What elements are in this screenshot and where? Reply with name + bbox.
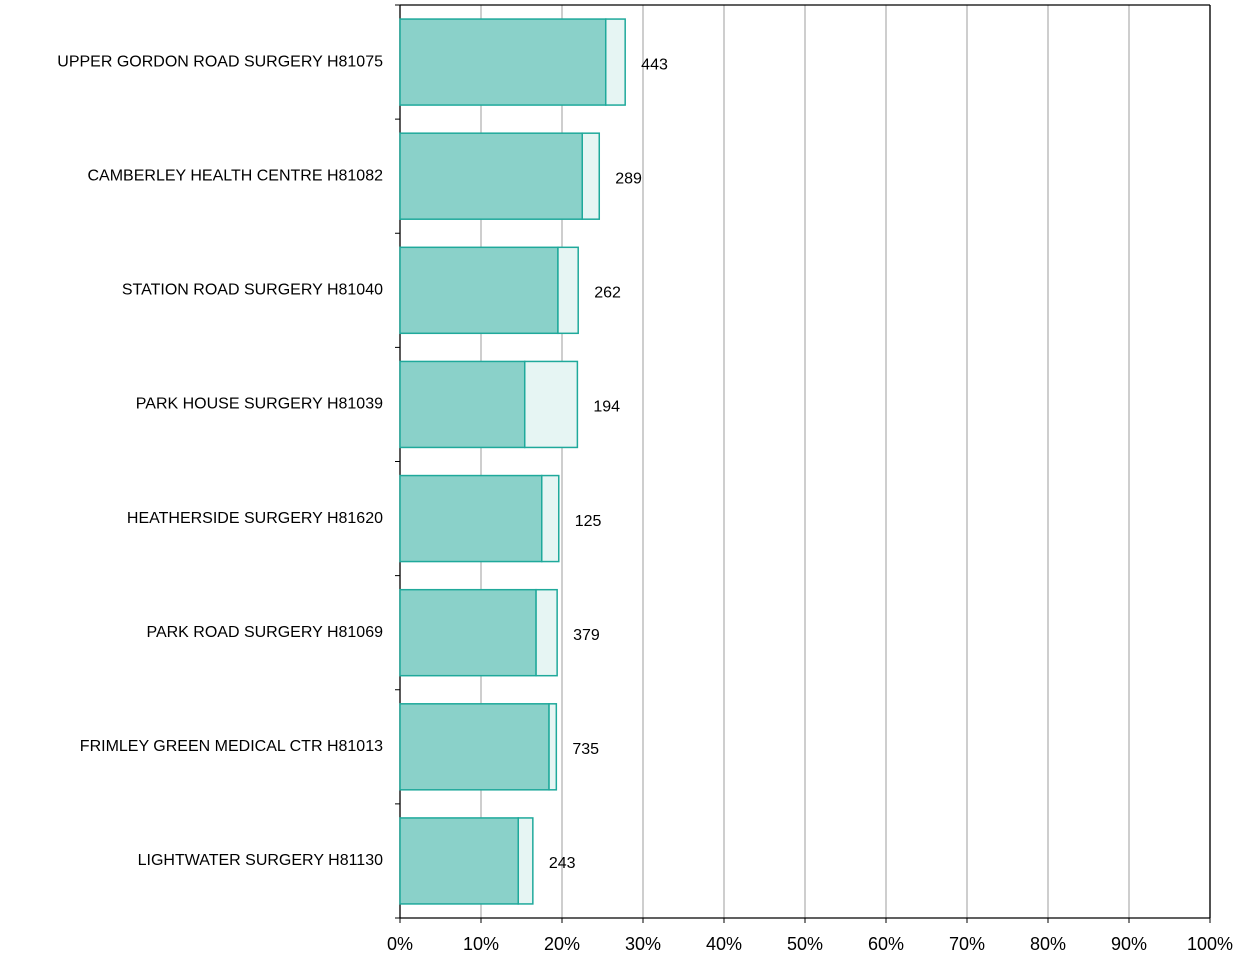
y-tick-label: CAMBERLEY HEALTH CENTRE H81082 [87, 167, 383, 184]
x-tick-label: 100% [1187, 934, 1233, 954]
bar-annotation: 125 [575, 513, 602, 530]
bar-segment [399, 132, 583, 220]
bar-segment [399, 360, 526, 449]
x-tick-label: 20% [544, 934, 580, 954]
y-tick-label: HEATHERSIDE SURGERY H81620 [127, 510, 383, 527]
x-tick-label: 0% [387, 934, 413, 954]
bar-segment [535, 588, 558, 677]
x-tick-label: 40% [706, 934, 742, 954]
bar-annotation: 194 [593, 399, 620, 416]
bar-annotation: 243 [549, 855, 576, 872]
x-tick-label: 80% [1030, 934, 1066, 954]
bar-annotation: 379 [573, 627, 600, 644]
bar-segment [517, 817, 534, 905]
bar-annotation: 735 [572, 741, 599, 758]
y-tick-label: PARK HOUSE SURGERY H81039 [136, 396, 383, 413]
bar-segment [557, 246, 579, 335]
y-tick-label: LIGHTWATER SURGERY H81130 [138, 852, 384, 869]
bar-segment [399, 18, 607, 106]
bar-segment [399, 588, 537, 677]
y-tick-label: PARK ROAD SURGERY H81069 [146, 624, 383, 641]
x-tick-label: 50% [787, 934, 823, 954]
x-tick-label: 30% [625, 934, 661, 954]
bar-segment [399, 703, 550, 791]
bar-annotation: 289 [615, 170, 642, 187]
y-tick-label: FRIMLEY GREEN MEDICAL CTR H81013 [80, 738, 383, 755]
bar-segment [399, 474, 543, 563]
x-tick-label: 70% [949, 934, 985, 954]
bar-segment [399, 817, 520, 905]
y-tick-label: UPPER GORDON ROAD SURGERY H81075 [57, 53, 383, 70]
bar-segment [399, 246, 559, 335]
bar-segment [581, 132, 601, 220]
bar-annotation: 443 [641, 56, 668, 73]
bar-annotation: 262 [594, 285, 621, 302]
bar-segment [523, 360, 579, 449]
x-tick-label: 90% [1111, 934, 1147, 954]
bar-segment [548, 703, 558, 791]
bar-segment [604, 18, 626, 106]
x-tick-label: 60% [868, 934, 904, 954]
bar-segment [541, 474, 560, 563]
x-tick-label: 10% [463, 934, 499, 954]
y-tick-label: STATION ROAD SURGERY H81040 [122, 282, 383, 299]
